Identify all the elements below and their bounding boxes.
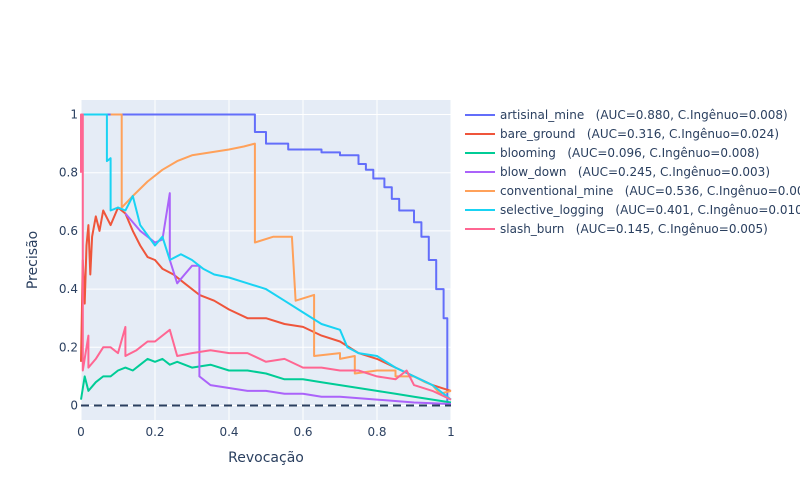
legend-label: selective_logging (AUC=0.401, C.Ingênuo=… xyxy=(500,203,800,217)
legend[interactable]: artisinal_mine (AUC=0.880, C.Ingênuo=0.0… xyxy=(465,108,800,236)
plot-background xyxy=(81,100,451,420)
y-tick-label: 0.2 xyxy=(59,340,78,354)
y-tick-label: 0 xyxy=(70,398,78,412)
legend-label: blooming (AUC=0.096, C.Ingênuo=0.008) xyxy=(500,146,759,160)
series-layer xyxy=(80,113,452,405)
y-tick-label: 0.4 xyxy=(59,282,78,296)
series-line-0[interactable] xyxy=(81,113,451,404)
x-tick-label: 0.8 xyxy=(367,425,386,439)
x-tick-label: 0.6 xyxy=(293,425,312,439)
legend-item-6[interactable]: slash_burn (AUC=0.145, C.Ingênuo=0.005) xyxy=(465,222,768,236)
x-axis-title: Revocação xyxy=(228,450,304,466)
legend-label: artisinal_mine (AUC=0.880, C.Ingênuo=0.0… xyxy=(500,108,788,122)
x-tick-label: 0.2 xyxy=(145,425,164,439)
x-tick-label: 0.4 xyxy=(219,425,238,439)
y-axis-title: Precisão xyxy=(25,231,41,289)
y-tick-label: 0.6 xyxy=(59,224,78,238)
legend-label: bare_ground (AUC=0.316, C.Ingênuo=0.024) xyxy=(500,127,779,141)
legend-item-2[interactable]: blooming (AUC=0.096, C.Ingênuo=0.008) xyxy=(465,146,759,160)
legend-item-1[interactable]: bare_ground (AUC=0.316, C.Ingênuo=0.024) xyxy=(465,127,779,141)
y-tick-label: 1 xyxy=(70,108,78,122)
series-line-6[interactable] xyxy=(80,113,452,401)
legend-label: conventional_mine (AUC=0.536, C.Ingênuo=… xyxy=(500,184,800,198)
legend-label: blow_down (AUC=0.245, C.Ingênuo=0.003) xyxy=(500,165,770,179)
x-tick-label: 1 xyxy=(447,425,455,439)
legend-item-5[interactable]: selective_logging (AUC=0.401, C.Ingênuo=… xyxy=(465,203,800,217)
y-tick-labels: 0 0.2 0.4 0.6 0.8 1 xyxy=(59,108,78,413)
legend-item-3[interactable]: blow_down (AUC=0.245, C.Ingênuo=0.003) xyxy=(465,165,770,179)
y-tick-label: 0.8 xyxy=(59,166,78,180)
legend-label: slash_burn (AUC=0.145, C.Ingênuo=0.005) xyxy=(500,222,768,236)
legend-item-4[interactable]: conventional_mine (AUC=0.536, C.Ingênuo=… xyxy=(465,184,800,198)
series-line-2[interactable] xyxy=(80,357,452,404)
legend-item-0[interactable]: artisinal_mine (AUC=0.880, C.Ingênuo=0.0… xyxy=(465,108,788,122)
x-tick-labels: 0 0.2 0.4 0.6 0.8 1 xyxy=(77,425,455,439)
x-tick-label: 0 xyxy=(77,425,85,439)
series-line-5[interactable] xyxy=(81,113,452,401)
